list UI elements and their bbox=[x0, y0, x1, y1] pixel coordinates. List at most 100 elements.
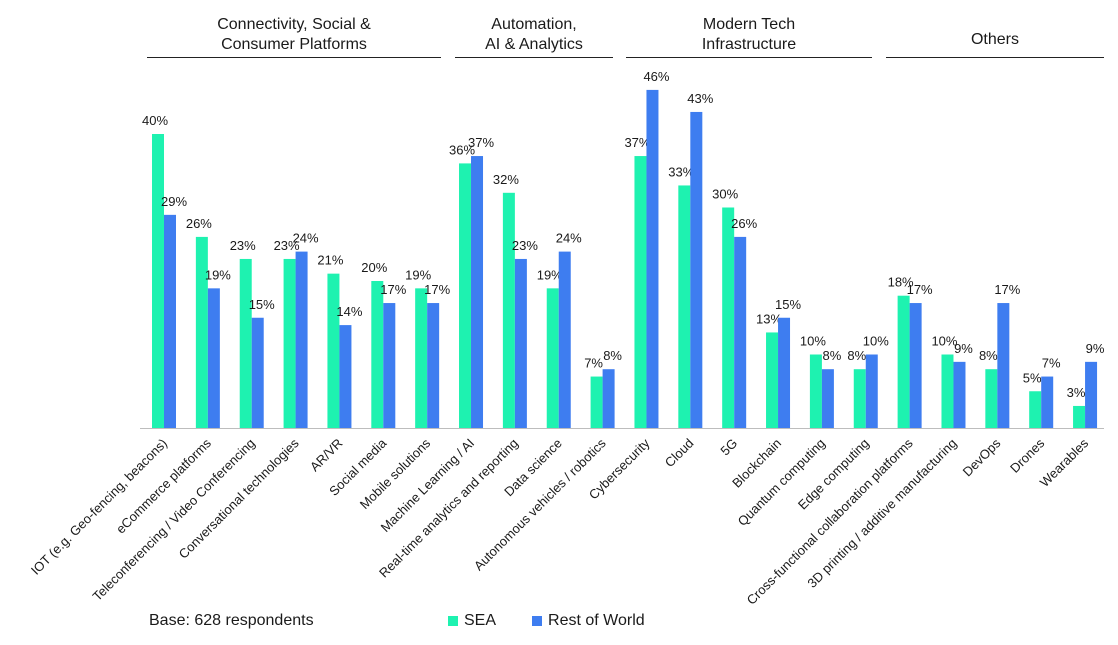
bar-sea bbox=[283, 258, 296, 428]
bar-sea bbox=[371, 281, 384, 428]
group-title-line: Automation, bbox=[491, 16, 577, 33]
bar-rest-of-world bbox=[734, 236, 747, 428]
data-label-sea: 20% bbox=[361, 260, 387, 275]
bar-sea bbox=[239, 258, 252, 428]
data-label-rest-of-world: 17% bbox=[380, 282, 406, 297]
group-rule-connectivity bbox=[147, 57, 441, 58]
data-label-sea: 19% bbox=[537, 267, 563, 282]
group-rule-modern-tech bbox=[626, 57, 872, 58]
data-label-rest-of-world: 15% bbox=[249, 297, 275, 312]
data-label-sea: 19% bbox=[405, 267, 431, 282]
legend-item-sea: SEA bbox=[448, 612, 496, 630]
bar-rest-of-world bbox=[383, 303, 396, 428]
group-title-connectivity: Connectivity, Social & Consumer Platforms bbox=[147, 15, 441, 55]
group-title-line: Connectivity, Social & bbox=[217, 16, 371, 33]
bar-sea bbox=[853, 369, 866, 428]
data-label-rest-of-world: 8% bbox=[603, 348, 622, 363]
data-label-rest-of-world: 24% bbox=[556, 231, 582, 246]
group-rule-automation bbox=[455, 57, 613, 58]
bar-sea bbox=[678, 185, 691, 428]
data-label-rest-of-world: 9% bbox=[954, 341, 973, 356]
data-label-sea: 8% bbox=[847, 348, 866, 363]
data-label-rest-of-world: 46% bbox=[643, 69, 669, 84]
data-label-rest-of-world: 23% bbox=[512, 238, 538, 253]
data-label-sea: 23% bbox=[230, 238, 256, 253]
base-note: Base: 628 respondents bbox=[149, 612, 314, 629]
group-title-others: Others bbox=[886, 30, 1104, 50]
legend-item-rest-of-world: Rest of World bbox=[532, 612, 645, 630]
bar-sea bbox=[941, 354, 954, 428]
data-label-sea: 7% bbox=[584, 356, 603, 371]
category-label: Cross-functional collaboration platforms bbox=[744, 435, 916, 607]
bar-rest-of-world bbox=[339, 325, 352, 428]
data-label-sea: 10% bbox=[931, 334, 957, 349]
data-label-sea: 8% bbox=[979, 348, 998, 363]
bar-rest-of-world bbox=[1041, 376, 1054, 428]
bar-sea bbox=[809, 354, 822, 428]
data-label-rest-of-world: 24% bbox=[293, 231, 319, 246]
category-label: 5G bbox=[717, 436, 740, 459]
bar-rest-of-world bbox=[646, 89, 659, 429]
category-label: Drones bbox=[1007, 435, 1048, 476]
bar-rest-of-world bbox=[1085, 361, 1098, 428]
group-title-line: Modern Tech bbox=[702, 16, 796, 33]
data-label-rest-of-world: 15% bbox=[775, 297, 801, 312]
legend-swatch-sea bbox=[448, 616, 458, 626]
bar-rest-of-world bbox=[865, 354, 878, 428]
bar-sea bbox=[722, 207, 735, 428]
group-title-modern-tech: Modern Tech Infrastructure bbox=[626, 15, 872, 55]
category-label: Wearables bbox=[1037, 435, 1092, 490]
group-rule-others bbox=[886, 57, 1104, 58]
data-label-rest-of-world: 17% bbox=[994, 282, 1020, 297]
data-label-rest-of-world: 17% bbox=[907, 282, 933, 297]
data-label-rest-of-world: 19% bbox=[205, 267, 231, 282]
bar-rest-of-world bbox=[953, 361, 966, 428]
data-label-sea: 21% bbox=[317, 253, 343, 268]
data-label-rest-of-world: 26% bbox=[731, 216, 757, 231]
data-label-sea: 30% bbox=[712, 187, 738, 202]
bar-sea bbox=[1073, 405, 1086, 428]
bar-sea bbox=[634, 156, 647, 429]
data-label-rest-of-world: 14% bbox=[336, 304, 362, 319]
data-label-sea: 13% bbox=[756, 311, 782, 326]
legend: SEA Rest of World bbox=[448, 612, 681, 630]
category-label: Teleconferencing / Video Conferencing bbox=[89, 436, 257, 604]
data-label-sea: 3% bbox=[1067, 385, 1086, 400]
legend-label-sea: SEA bbox=[464, 612, 497, 629]
legend-swatch-rest-of-world bbox=[532, 616, 543, 626]
bar-sea bbox=[415, 288, 428, 428]
data-label-sea: 26% bbox=[186, 216, 212, 231]
group-title-line: Infrastructure bbox=[701, 36, 797, 53]
bar-sea bbox=[546, 288, 559, 428]
data-label-sea: 40% bbox=[142, 113, 168, 128]
bar-rest-of-world bbox=[778, 317, 791, 428]
data-label-sea: 33% bbox=[668, 164, 694, 179]
bar-sea bbox=[766, 332, 779, 428]
category-label: Cloud bbox=[662, 436, 697, 471]
bar-sea bbox=[195, 236, 208, 428]
group-title-line: Consumer Platforms bbox=[221, 36, 367, 53]
category-label: AR/VR bbox=[307, 436, 346, 475]
bar-rest-of-world bbox=[207, 288, 220, 428]
bar-sea bbox=[152, 134, 164, 428]
bar-sea bbox=[897, 295, 910, 428]
bar-rest-of-world bbox=[997, 303, 1010, 428]
bar-sea bbox=[327, 273, 340, 428]
data-label-sea: 5% bbox=[1023, 370, 1042, 385]
data-label-sea: 18% bbox=[888, 275, 914, 290]
data-label-rest-of-world: 43% bbox=[687, 91, 713, 106]
data-label-rest-of-world: 10% bbox=[863, 334, 889, 349]
data-label-rest-of-world: 7% bbox=[1042, 356, 1061, 371]
bar-rest-of-world bbox=[909, 303, 922, 428]
bar-sea bbox=[985, 369, 998, 428]
data-label-sea: 23% bbox=[274, 238, 300, 253]
bar-sea bbox=[502, 192, 515, 428]
group-title-line: AI & Analytics bbox=[485, 36, 583, 53]
bar-rest-of-world bbox=[690, 111, 703, 428]
bar-rest-of-world bbox=[427, 303, 440, 428]
bar-rest-of-world bbox=[558, 251, 571, 428]
bar-rest-of-world bbox=[251, 317, 264, 428]
bar-sea bbox=[459, 163, 472, 428]
legend-label-rest-of-world: Rest of World bbox=[548, 612, 645, 629]
